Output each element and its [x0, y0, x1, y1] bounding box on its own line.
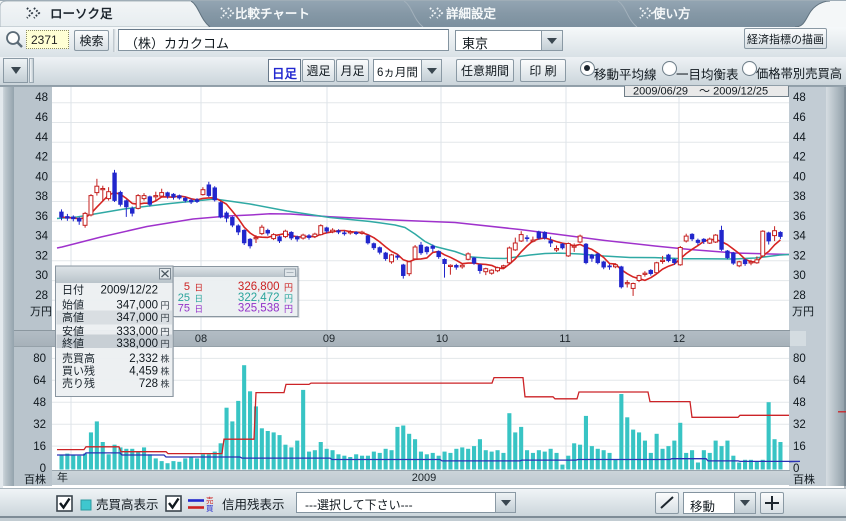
svg-text:16: 16	[33, 441, 46, 453]
svg-text:円: 円	[284, 283, 293, 293]
svg-text:347,000: 347,000	[116, 312, 158, 324]
svg-text:2009/12/22: 2009/12/22	[100, 285, 158, 297]
svg-text:08: 08	[195, 333, 207, 345]
svg-text:325,538: 325,538	[238, 303, 280, 315]
svg-text:333,000: 333,000	[116, 326, 158, 338]
svg-text:48: 48	[793, 92, 806, 104]
svg-text:円: 円	[284, 293, 293, 303]
svg-text:売り残: 売り残	[62, 376, 95, 390]
svg-text:80: 80	[793, 353, 806, 365]
svg-text:12: 12	[673, 333, 685, 345]
svg-text:万円: 万円	[30, 306, 52, 318]
svg-text:年: 年	[57, 470, 68, 484]
svg-text:株: 株	[161, 378, 170, 389]
svg-text:48: 48	[793, 397, 806, 409]
svg-text:09: 09	[323, 333, 335, 345]
svg-text:30: 30	[793, 270, 806, 282]
svg-text:11: 11	[559, 333, 570, 345]
svg-text:25: 25	[178, 292, 190, 304]
svg-text:80: 80	[33, 353, 46, 365]
svg-text:円: 円	[161, 339, 170, 349]
svg-text:338,000: 338,000	[116, 338, 158, 350]
svg-text:10: 10	[436, 333, 448, 345]
svg-text:2,332: 2,332	[129, 353, 158, 365]
svg-text:322,472: 322,472	[238, 292, 280, 304]
svg-text:36: 36	[793, 211, 806, 223]
svg-text:28: 28	[793, 290, 806, 302]
svg-text:日: 日	[195, 304, 204, 314]
svg-text:347,000: 347,000	[116, 300, 158, 312]
svg-text:32: 32	[793, 250, 806, 262]
svg-text:円: 円	[161, 313, 170, 323]
svg-text:728: 728	[139, 378, 158, 390]
svg-text:32: 32	[35, 250, 48, 262]
svg-text:42: 42	[793, 152, 806, 164]
svg-text:4,459: 4,459	[129, 366, 158, 378]
svg-text:36: 36	[35, 211, 48, 223]
svg-text:信用残表示: 信用残表示	[222, 498, 285, 512]
svg-text:46: 46	[35, 112, 48, 124]
svg-text:0: 0	[40, 463, 46, 475]
svg-text:2009/06/29 ～ 2009/12/25: 2009/06/29 ～ 2009/12/25	[633, 86, 768, 98]
svg-text:株: 株	[161, 353, 170, 364]
svg-text:30: 30	[35, 270, 48, 282]
svg-text:38: 38	[793, 191, 806, 203]
svg-text:使い方: 使い方	[652, 6, 691, 21]
svg-text:38: 38	[35, 191, 48, 203]
svg-text:百株: 百株	[793, 472, 815, 486]
svg-text:48: 48	[33, 397, 46, 409]
svg-text:円: 円	[161, 301, 170, 311]
svg-text:株: 株	[161, 366, 170, 377]
svg-text:買: 買	[206, 504, 214, 513]
svg-text:46: 46	[793, 112, 806, 124]
svg-text:16: 16	[793, 441, 806, 453]
svg-text:万円: 万円	[792, 306, 814, 318]
svg-text:日: 日	[195, 293, 204, 303]
svg-text:売買高: 売買高	[62, 351, 95, 365]
svg-text:48: 48	[35, 92, 48, 104]
svg-text:75: 75	[178, 303, 190, 315]
svg-text:32: 32	[793, 419, 806, 431]
svg-text:0: 0	[793, 463, 799, 475]
svg-text:比較チャート: 比較チャート	[235, 6, 310, 21]
svg-text:日: 日	[195, 283, 204, 293]
svg-text:64: 64	[793, 375, 806, 387]
svg-text:売: 売	[206, 495, 214, 505]
svg-text:42: 42	[35, 152, 48, 164]
svg-text:売買高表示: 売買高表示	[96, 497, 159, 512]
svg-text:安値: 安値	[62, 324, 84, 338]
svg-text:40: 40	[793, 171, 806, 183]
svg-text:2009: 2009	[412, 472, 436, 484]
svg-text:高値: 高値	[62, 310, 84, 324]
svg-text:40: 40	[35, 171, 48, 183]
svg-text:34: 34	[35, 231, 48, 243]
svg-text:円: 円	[161, 327, 170, 337]
svg-text:28: 28	[35, 290, 48, 302]
svg-text:44: 44	[35, 132, 48, 144]
svg-text:始値: 始値	[62, 298, 84, 312]
svg-text:日付: 日付	[62, 284, 84, 297]
svg-text:終値: 終値	[62, 336, 84, 350]
svg-text:34: 34	[793, 231, 806, 243]
svg-text:買い残: 買い残	[62, 364, 95, 378]
svg-text:円: 円	[284, 304, 293, 314]
svg-text:ローソク足: ローソク足	[50, 7, 113, 21]
svg-text:5: 5	[184, 281, 190, 293]
svg-text:44: 44	[793, 132, 806, 144]
svg-text:64: 64	[33, 375, 46, 387]
svg-text:詳細設定: 詳細設定	[446, 6, 497, 21]
svg-text:326,800: 326,800	[238, 281, 280, 293]
svg-text:32: 32	[33, 419, 46, 431]
svg-text:百株: 百株	[24, 472, 46, 486]
